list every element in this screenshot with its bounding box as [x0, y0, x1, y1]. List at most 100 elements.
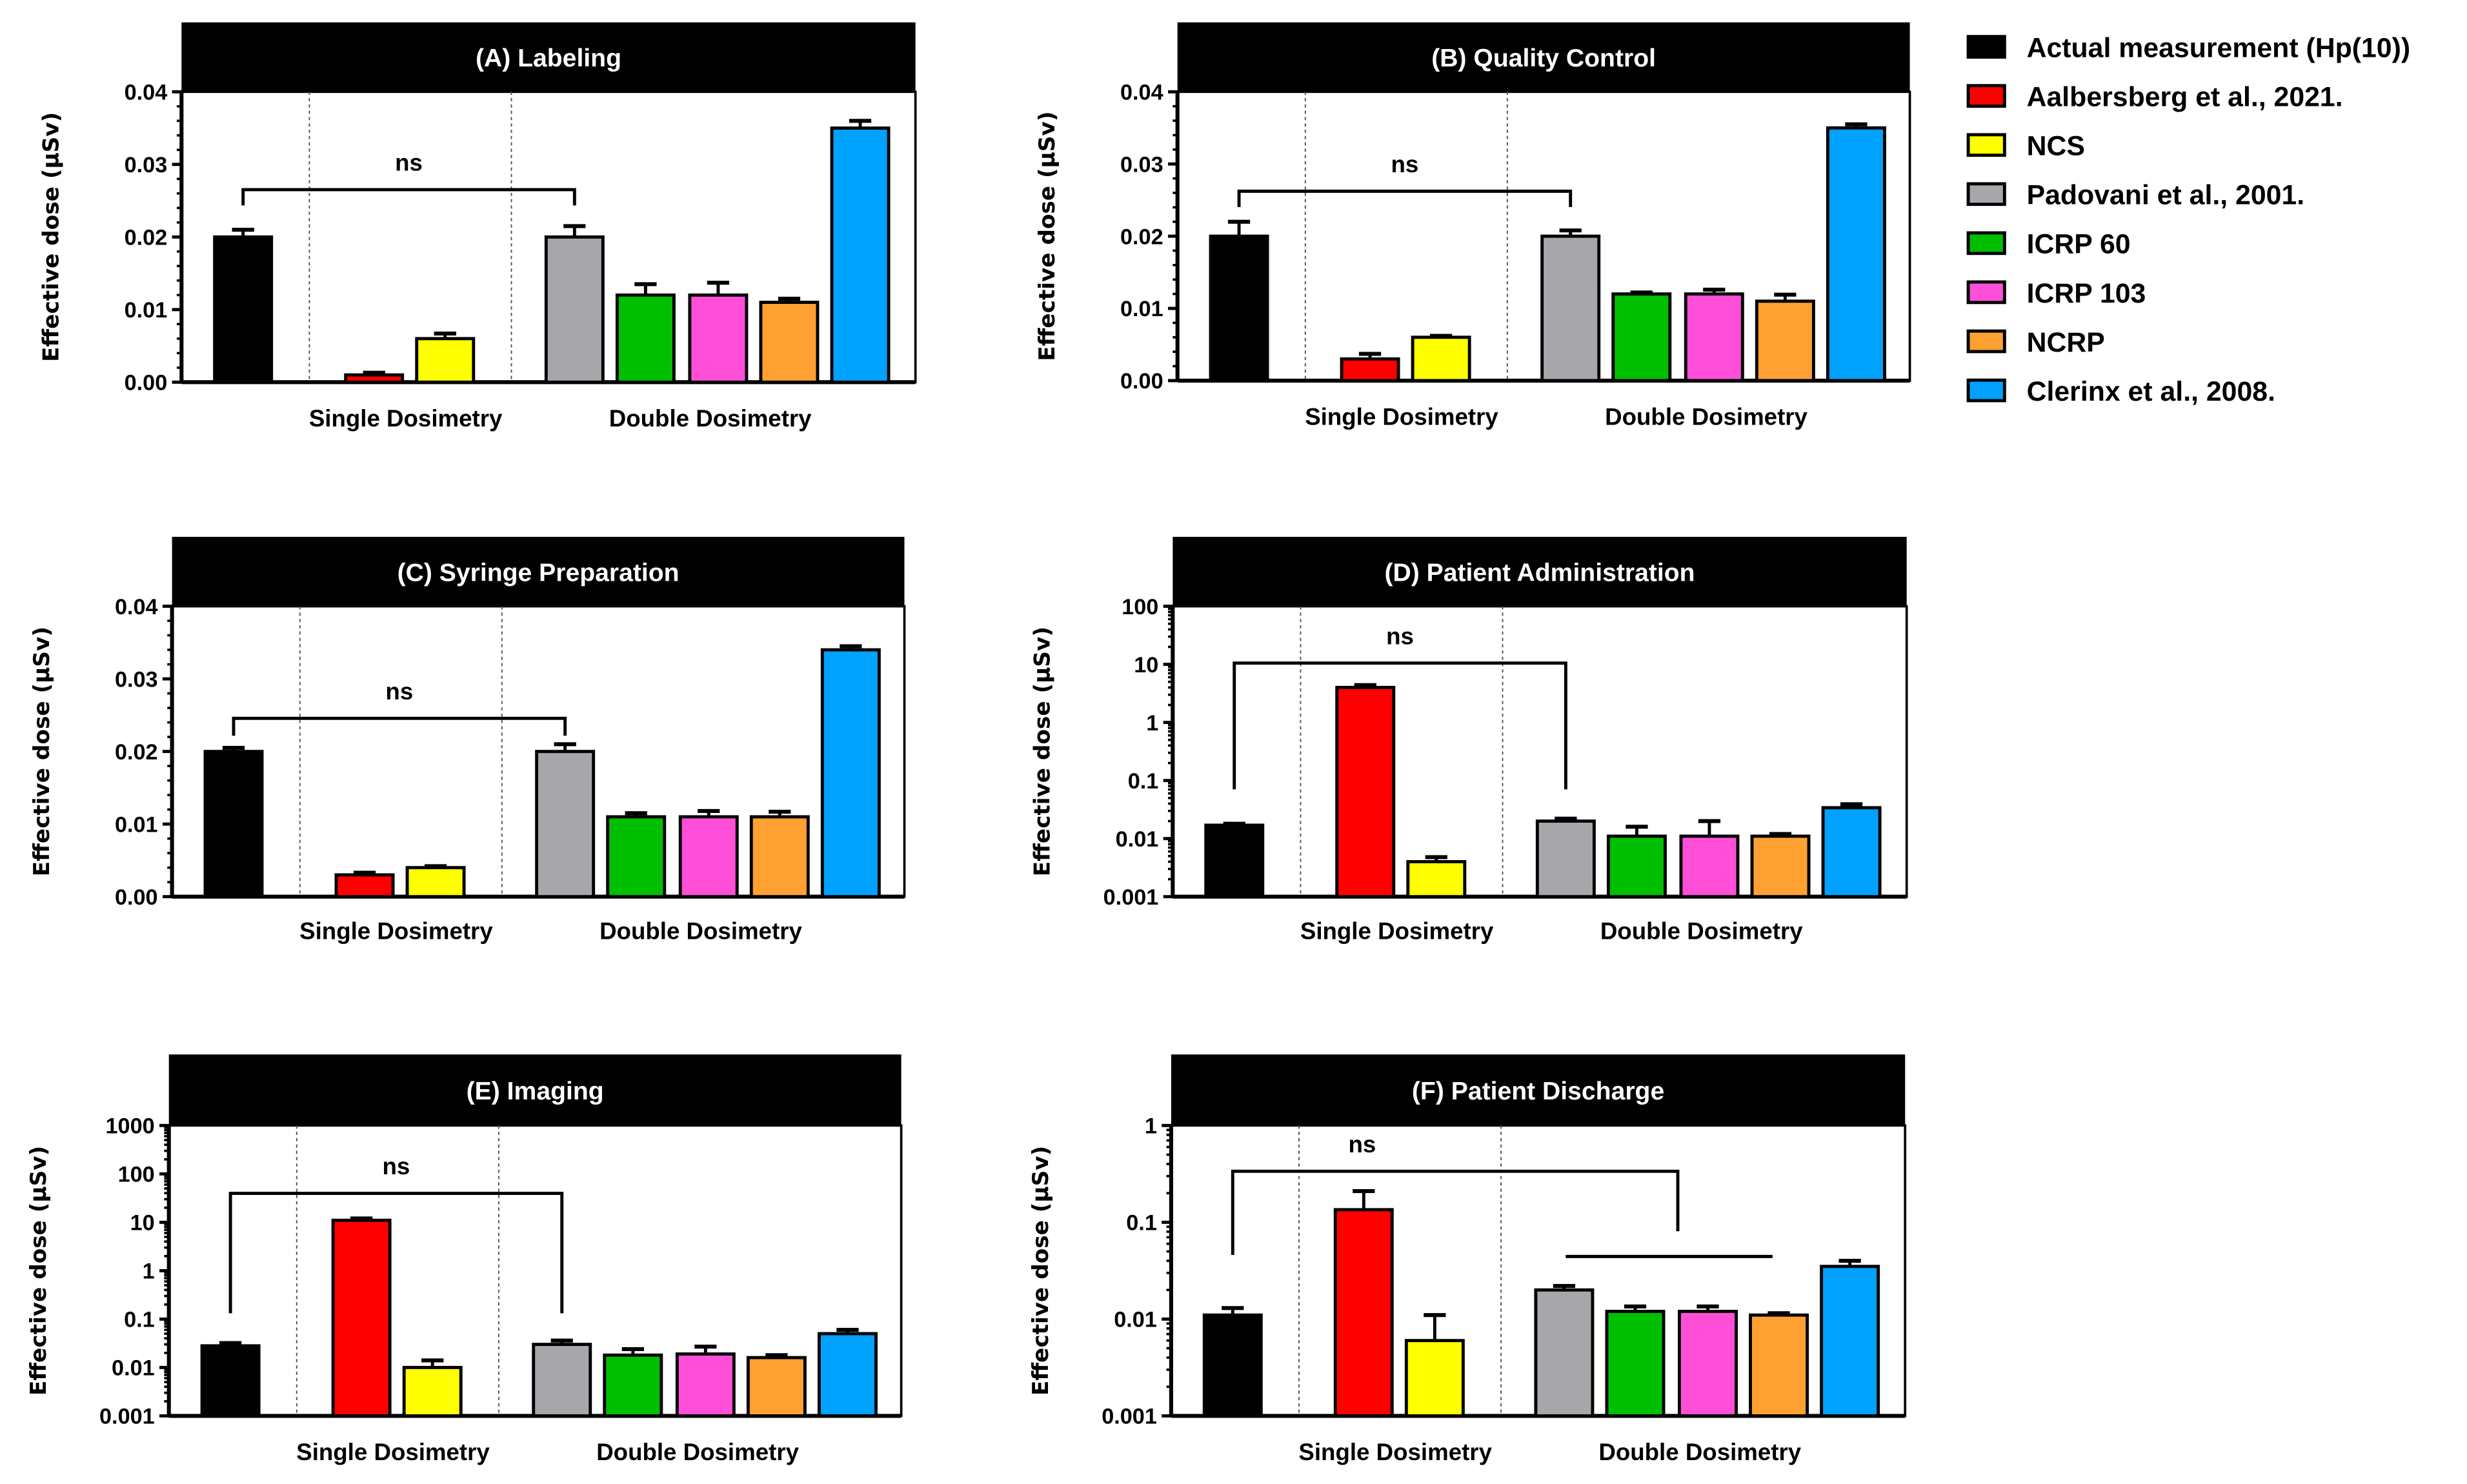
y-tick-label: 1000 — [106, 1114, 155, 1139]
panel-e: (E) Imaging 0.001 0.01 0.1 1 10 100 1000 Effecti… — [26, 1054, 903, 1465]
legend-item: NCRP — [1966, 327, 2105, 358]
panel-title: (C) Syringe Preparation — [398, 559, 680, 587]
bar-actual — [203, 750, 264, 899]
y-tick-label: 0.01 — [112, 1356, 155, 1381]
y-tick-label: 0.04 — [115, 595, 158, 619]
legend-swatch — [1966, 231, 2006, 256]
y-tick-label: 0.001 — [99, 1405, 155, 1429]
panel-a: (A) Labeling 0.00 0.01 0.02 0.03 0.04 Effectiv… — [38, 22, 917, 432]
bar-padovani — [1540, 234, 1601, 383]
legend-swatch — [1966, 35, 2006, 59]
significance-bracket — [1237, 189, 1573, 207]
significance-label: ns — [1391, 151, 1418, 177]
x-group-label: Single Dosimetry — [309, 405, 503, 432]
y-axis-label: Effective dose (μSv) — [1030, 627, 1056, 876]
bar-aalbersberg — [331, 1218, 392, 1418]
y-tick-label: 0.00 — [1120, 369, 1163, 394]
bar-ncrp — [746, 1356, 807, 1418]
bar-padovani — [535, 750, 596, 899]
bar-aalbersberg — [1340, 357, 1400, 383]
bar-padovani — [532, 1343, 592, 1418]
legend-item: NCS — [1966, 131, 2085, 162]
bar-icrp — [688, 293, 749, 384]
y-tick-label: 0.01 — [1114, 1308, 1157, 1332]
y-tick-label: 0.04 — [1120, 81, 1163, 105]
panel-header — [1177, 22, 1910, 92]
significance-bracket — [228, 1192, 564, 1314]
legend-label: NCRP — [2027, 327, 2105, 358]
x-group-label: Double Dosimetry — [1605, 403, 1807, 430]
x-group-label: Single Dosimetry — [1300, 918, 1494, 945]
legend-label: NCS — [2027, 131, 2085, 162]
y-tick-label: 0.03 — [125, 153, 168, 177]
y-tick-label: 0.1 — [124, 1308, 155, 1332]
x-group-label: Double Dosimetry — [1600, 918, 1803, 945]
legend: Actual measurement (Hp(10)) Aalbersberg e… — [1966, 32, 2410, 407]
significance-bracket — [1233, 661, 1567, 790]
y-tick-label: 0.00 — [115, 885, 158, 910]
bar-ncs — [1406, 860, 1467, 899]
x-group-label: Double Dosimetry — [596, 1439, 799, 1465]
bar-ncrp — [1749, 1313, 1809, 1418]
legend-swatch — [1966, 133, 2006, 157]
y-tick-label: 0.03 — [1120, 152, 1163, 177]
x-group-label: Double Dosimetry — [609, 405, 812, 432]
bar-icrp — [1678, 1310, 1738, 1418]
bar-icrp — [615, 293, 676, 384]
bar-icrp — [1606, 834, 1667, 899]
panel-title: (F) Patient Discharge — [1412, 1078, 1664, 1105]
significance-bracket — [1231, 1169, 1680, 1255]
bar-aalbersberg — [334, 873, 395, 899]
significance-bracket — [232, 716, 567, 736]
y-tick-label: 0.04 — [125, 81, 168, 105]
bar-aalbersberg — [1333, 1208, 1394, 1418]
legend-item: Clerinx et al., 2008. — [1966, 376, 2275, 407]
bar-padovani — [1535, 819, 1596, 899]
bar-ncrp — [1750, 834, 1811, 899]
bar-icrp — [1684, 292, 1744, 383]
bar-ncrp — [749, 815, 810, 899]
significance-label: ns — [383, 1153, 410, 1179]
bar-ncs — [415, 337, 476, 384]
bar-icrp — [675, 1352, 736, 1418]
y-axis-label: Effective dose (μSv) — [29, 627, 55, 876]
bar-actual — [1204, 823, 1265, 899]
bar-ncs — [1404, 1339, 1465, 1418]
bar-aalbersberg — [344, 373, 405, 384]
bar-ncrp — [1755, 299, 1815, 383]
bar-icrp — [1679, 834, 1740, 899]
panel-header — [1173, 537, 1907, 607]
panel-header — [181, 22, 916, 92]
y-tick-label: 1 — [1146, 711, 1158, 736]
y-axis-label: Effective dose (μSv) — [38, 112, 64, 362]
x-group-label: Single Dosimetry — [299, 918, 493, 945]
panels: (A) Labeling 0.00 0.01 0.02 0.03 0.04 Effectiv… — [26, 22, 1911, 1465]
y-tick-label: 0.1 — [1128, 769, 1159, 794]
bar-clerinx — [1821, 806, 1882, 899]
panel-d: (D) Patient Administration 0.001 0.01 0.1 1 1… — [1030, 537, 1908, 945]
bar-actual — [1202, 1313, 1263, 1418]
bar-icrp — [603, 1353, 663, 1418]
legend-label: Aalbersberg et al., 2021. — [2027, 82, 2343, 113]
bar-icrp — [1605, 1310, 1666, 1418]
panel-title: (B) Quality Control — [1431, 45, 1656, 72]
y-tick-label: 10 — [130, 1211, 155, 1236]
bar-clerinx — [830, 126, 891, 384]
bar-icrp — [1611, 292, 1672, 383]
bar-ncrp — [759, 301, 820, 384]
legend-swatch — [1966, 329, 2006, 354]
y-tick-label: 0.02 — [115, 740, 158, 765]
significance-label: ns — [1348, 1131, 1376, 1158]
y-tick-label: 0.00 — [125, 371, 168, 396]
bar-ncs — [402, 1365, 463, 1418]
y-tick-label: 0.01 — [1116, 827, 1159, 852]
panel-title: (A) Labeling — [476, 45, 621, 72]
bar-icrp — [678, 815, 739, 899]
bar-ncs — [405, 866, 466, 899]
legend-item: ICRP 103 — [1966, 278, 2146, 309]
bar-actual — [200, 1344, 261, 1418]
y-tick-label: 100 — [118, 1163, 155, 1187]
y-axis-label: Effective dose (μSv) — [26, 1146, 52, 1396]
y-tick-label: 0.001 — [1103, 885, 1159, 910]
